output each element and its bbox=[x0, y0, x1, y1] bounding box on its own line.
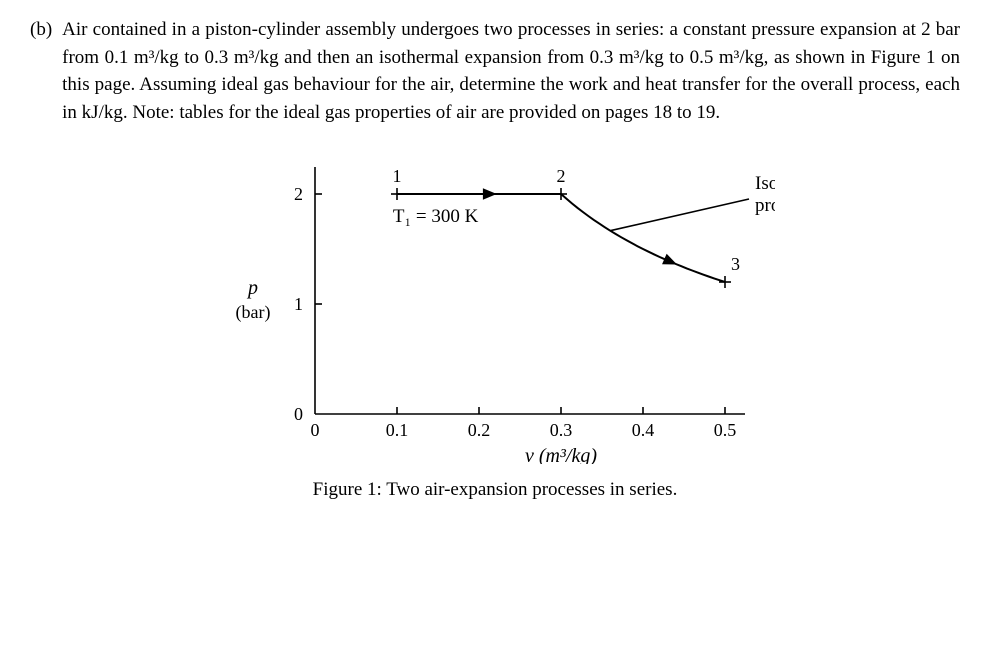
problem-block: (b) Air contained in a piston-cylinder a… bbox=[30, 16, 960, 126]
problem-text: Air contained in a piston-cylinder assem… bbox=[62, 16, 960, 126]
pv-diagram: 0 0.1 0.2 0.3 0.4 0.5 0 1 2 p (bar) v (m³/kg) 1 2 3 T₁ … bbox=[215, 144, 775, 464]
svg-text:2: 2 bbox=[294, 184, 303, 204]
svg-text:p: p bbox=[246, 277, 258, 299]
svg-text:0: 0 bbox=[294, 404, 303, 424]
svg-text:3: 3 bbox=[731, 254, 740, 274]
svg-text:1: 1 bbox=[294, 294, 303, 314]
svg-text:v (m³/kg): v (m³/kg) bbox=[525, 445, 597, 464]
svg-text:2: 2 bbox=[557, 166, 566, 186]
svg-text:0.2: 0.2 bbox=[468, 420, 491, 440]
problem-label: (b) bbox=[30, 16, 52, 126]
svg-text:process: process bbox=[755, 195, 775, 216]
svg-text:1: 1 bbox=[393, 166, 402, 186]
svg-text:T₁ = 300 K: T₁ = 300 K bbox=[393, 206, 479, 227]
svg-text:0.4: 0.4 bbox=[632, 420, 655, 440]
svg-text:Isothermal: Isothermal bbox=[755, 173, 775, 194]
svg-text:0: 0 bbox=[311, 420, 320, 440]
svg-text:0.1: 0.1 bbox=[386, 420, 409, 440]
svg-text:0.3: 0.3 bbox=[550, 420, 573, 440]
svg-text:(bar): (bar) bbox=[236, 302, 271, 323]
figure-container: 0 0.1 0.2 0.3 0.4 0.5 0 1 2 p (bar) v (m³/kg) 1 2 3 T₁ … bbox=[30, 144, 960, 464]
figure-caption: Figure 1: Two air-expansion processes in… bbox=[30, 476, 960, 504]
svg-text:0.5: 0.5 bbox=[714, 420, 737, 440]
